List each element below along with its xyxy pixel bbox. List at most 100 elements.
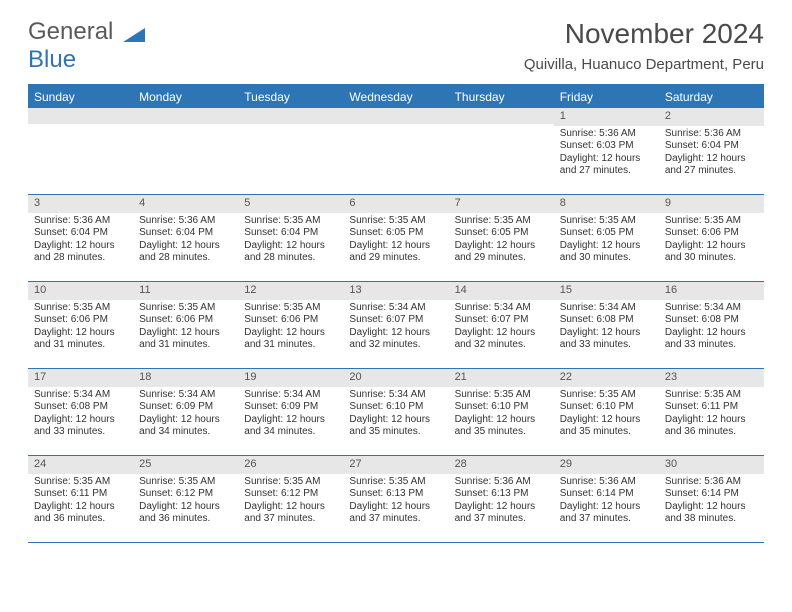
cell-sunset: Sunset: 6:07 PM <box>455 314 548 327</box>
cell-sunset: Sunset: 6:04 PM <box>665 140 758 153</box>
cell-body: Sunrise: 5:36 AMSunset: 6:04 PMDaylight:… <box>133 213 238 269</box>
cell-daylight1: Daylight: 12 hours <box>34 240 127 253</box>
calendar-cell <box>133 108 238 194</box>
cell-sunrise: Sunrise: 5:35 AM <box>34 476 127 489</box>
cell-sunset: Sunset: 6:12 PM <box>139 488 232 501</box>
cell-sunset: Sunset: 6:05 PM <box>560 227 653 240</box>
cell-body: Sunrise: 5:35 AMSunset: 6:06 PMDaylight:… <box>659 213 764 269</box>
day-header-mon: Monday <box>133 86 238 108</box>
cell-day-number: 29 <box>554 456 659 474</box>
cell-daylight2: and 32 minutes. <box>349 339 442 352</box>
cell-sunrise: Sunrise: 5:35 AM <box>665 215 758 228</box>
cell-day-number <box>133 108 238 124</box>
cell-day-number: 6 <box>343 195 448 213</box>
cell-daylight1: Daylight: 12 hours <box>665 240 758 253</box>
cell-daylight2: and 33 minutes. <box>560 339 653 352</box>
cell-sunrise: Sunrise: 5:35 AM <box>139 302 232 315</box>
cell-day-number: 9 <box>659 195 764 213</box>
cell-day-number: 26 <box>238 456 343 474</box>
cell-daylight1: Daylight: 12 hours <box>244 414 337 427</box>
cell-daylight2: and 27 minutes. <box>560 165 653 178</box>
cell-sunset: Sunset: 6:08 PM <box>560 314 653 327</box>
cell-sunset: Sunset: 6:10 PM <box>349 401 442 414</box>
cell-day-number: 10 <box>28 282 133 300</box>
calendar-cell: 5Sunrise: 5:35 AMSunset: 6:04 PMDaylight… <box>238 195 343 281</box>
cell-body: Sunrise: 5:35 AMSunset: 6:10 PMDaylight:… <box>554 387 659 443</box>
cell-sunrise: Sunrise: 5:34 AM <box>560 302 653 315</box>
cell-sunrise: Sunrise: 5:34 AM <box>455 302 548 315</box>
cell-body: Sunrise: 5:34 AMSunset: 6:07 PMDaylight:… <box>449 300 554 356</box>
cell-sunset: Sunset: 6:11 PM <box>665 401 758 414</box>
cell-daylight1: Daylight: 12 hours <box>455 414 548 427</box>
cell-sunrise: Sunrise: 5:35 AM <box>349 476 442 489</box>
cell-day-number: 21 <box>449 369 554 387</box>
cell-daylight1: Daylight: 12 hours <box>244 240 337 253</box>
calendar-week: 24Sunrise: 5:35 AMSunset: 6:11 PMDayligh… <box>28 456 764 543</box>
cell-daylight1: Daylight: 12 hours <box>560 153 653 166</box>
logo: General Blue <box>28 18 145 74</box>
cell-daylight1: Daylight: 12 hours <box>560 414 653 427</box>
cell-sunset: Sunset: 6:06 PM <box>34 314 127 327</box>
cell-sunset: Sunset: 6:05 PM <box>455 227 548 240</box>
cell-daylight1: Daylight: 12 hours <box>34 414 127 427</box>
cell-daylight2: and 28 minutes. <box>34 252 127 265</box>
cell-daylight2: and 35 minutes. <box>455 426 548 439</box>
cell-day-number <box>343 108 448 124</box>
cell-body: Sunrise: 5:34 AMSunset: 6:10 PMDaylight:… <box>343 387 448 443</box>
cell-day-number: 19 <box>238 369 343 387</box>
cell-sunrise: Sunrise: 5:34 AM <box>139 389 232 402</box>
cell-sunrise: Sunrise: 5:34 AM <box>665 302 758 315</box>
cell-daylight1: Daylight: 12 hours <box>139 414 232 427</box>
cell-daylight2: and 37 minutes. <box>455 513 548 526</box>
calendar-week: 1Sunrise: 5:36 AMSunset: 6:03 PMDaylight… <box>28 108 764 195</box>
cell-daylight2: and 37 minutes. <box>560 513 653 526</box>
cell-body: Sunrise: 5:36 AMSunset: 6:14 PMDaylight:… <box>659 474 764 530</box>
calendar-cell: 19Sunrise: 5:34 AMSunset: 6:09 PMDayligh… <box>238 369 343 455</box>
cell-body: Sunrise: 5:36 AMSunset: 6:14 PMDaylight:… <box>554 474 659 530</box>
cell-daylight2: and 28 minutes. <box>139 252 232 265</box>
cell-day-number: 30 <box>659 456 764 474</box>
calendar-cell: 7Sunrise: 5:35 AMSunset: 6:05 PMDaylight… <box>449 195 554 281</box>
cell-daylight2: and 27 minutes. <box>665 165 758 178</box>
month-title: November 2024 <box>524 18 764 50</box>
logo-text: General Blue <box>28 18 145 74</box>
cell-sunset: Sunset: 6:06 PM <box>244 314 337 327</box>
cell-daylight1: Daylight: 12 hours <box>139 240 232 253</box>
cell-body: Sunrise: 5:35 AMSunset: 6:12 PMDaylight:… <box>133 474 238 530</box>
cell-sunset: Sunset: 6:05 PM <box>349 227 442 240</box>
calendar-cell: 2Sunrise: 5:36 AMSunset: 6:04 PMDaylight… <box>659 108 764 194</box>
cell-sunrise: Sunrise: 5:34 AM <box>349 389 442 402</box>
calendar-cell: 24Sunrise: 5:35 AMSunset: 6:11 PMDayligh… <box>28 456 133 542</box>
cell-sunset: Sunset: 6:04 PM <box>139 227 232 240</box>
calendar-cell: 1Sunrise: 5:36 AMSunset: 6:03 PMDaylight… <box>554 108 659 194</box>
cell-sunset: Sunset: 6:14 PM <box>560 488 653 501</box>
calendar-cell <box>343 108 448 194</box>
calendar: Sunday Monday Tuesday Wednesday Thursday… <box>28 84 764 543</box>
cell-body <box>449 124 554 130</box>
cell-daylight1: Daylight: 12 hours <box>244 327 337 340</box>
cell-daylight2: and 38 minutes. <box>665 513 758 526</box>
cell-body <box>28 124 133 130</box>
calendar-cell: 3Sunrise: 5:36 AMSunset: 6:04 PMDaylight… <box>28 195 133 281</box>
cell-day-number <box>28 108 133 124</box>
cell-day-number: 13 <box>343 282 448 300</box>
cell-day-number <box>238 108 343 124</box>
cell-sunrise: Sunrise: 5:35 AM <box>455 389 548 402</box>
cell-daylight2: and 30 minutes. <box>560 252 653 265</box>
calendar-cell <box>28 108 133 194</box>
cell-sunrise: Sunrise: 5:34 AM <box>244 389 337 402</box>
cell-body: Sunrise: 5:34 AMSunset: 6:09 PMDaylight:… <box>238 387 343 443</box>
cell-daylight2: and 31 minutes. <box>139 339 232 352</box>
cell-body: Sunrise: 5:35 AMSunset: 6:13 PMDaylight:… <box>343 474 448 530</box>
cell-day-number: 5 <box>238 195 343 213</box>
cell-daylight2: and 29 minutes. <box>455 252 548 265</box>
cell-daylight2: and 33 minutes. <box>665 339 758 352</box>
cell-day-number: 17 <box>28 369 133 387</box>
cell-daylight1: Daylight: 12 hours <box>665 414 758 427</box>
cell-daylight1: Daylight: 12 hours <box>455 501 548 514</box>
cell-daylight1: Daylight: 12 hours <box>665 153 758 166</box>
calendar-cell: 26Sunrise: 5:35 AMSunset: 6:12 PMDayligh… <box>238 456 343 542</box>
calendar-cell: 30Sunrise: 5:36 AMSunset: 6:14 PMDayligh… <box>659 456 764 542</box>
calendar-cell: 8Sunrise: 5:35 AMSunset: 6:05 PMDaylight… <box>554 195 659 281</box>
cell-sunrise: Sunrise: 5:36 AM <box>560 476 653 489</box>
